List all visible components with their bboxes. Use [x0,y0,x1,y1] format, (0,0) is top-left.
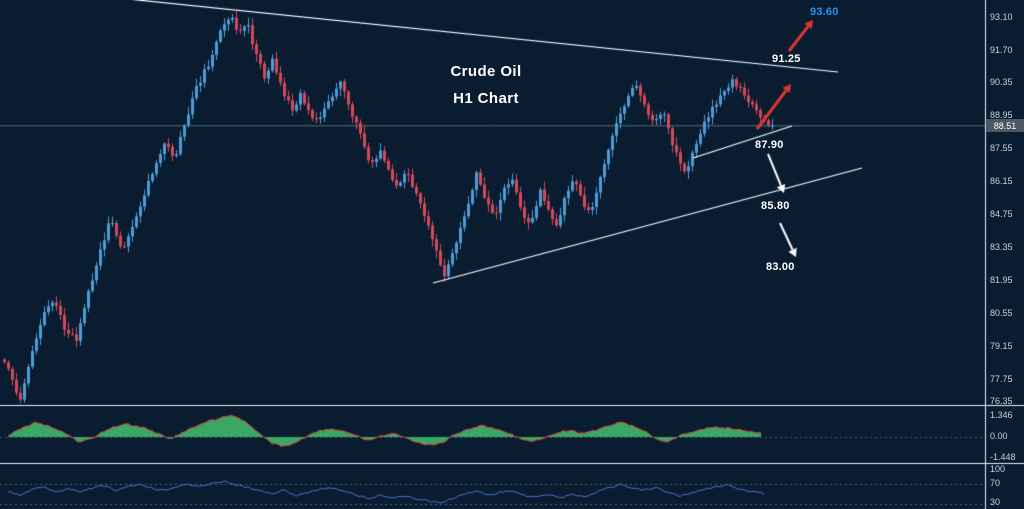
price-target-label-93-60: 93.60 [810,6,839,18]
price-target-label-85-80: 85.80 [761,200,790,212]
price-target-label-83-00: 83.00 [766,261,795,273]
chart-timeframe-label: H1 Chart [453,90,519,107]
current-price-badge: 88.51 [986,119,1024,132]
price-target-label-87-90: 87.90 [755,139,784,151]
current-price-value: 88.51 [993,120,1017,131]
price-target-label-91-25: 91.25 [772,53,801,65]
chart-title: Crude Oil [450,63,522,80]
